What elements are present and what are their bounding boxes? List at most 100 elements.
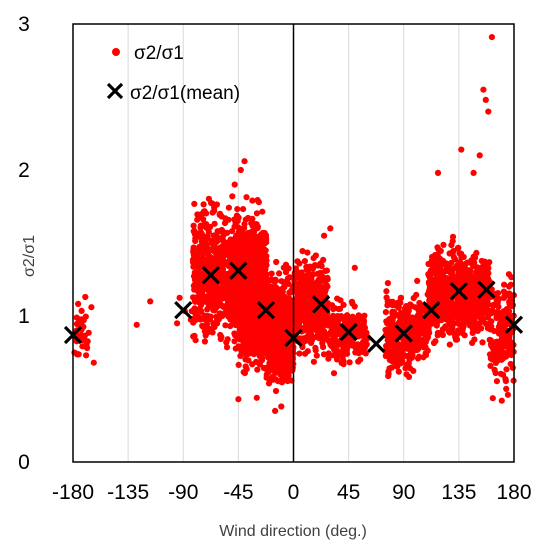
data-point <box>272 407 279 414</box>
y-axis-title: σ2/σ1 <box>21 235 38 277</box>
data-point <box>78 316 85 323</box>
data-point <box>445 328 452 335</box>
data-point <box>192 237 199 245</box>
data-point <box>326 322 333 329</box>
mean-point <box>477 280 496 299</box>
data-point <box>335 306 342 313</box>
data-point <box>214 237 221 244</box>
data-point <box>313 313 320 320</box>
data-point <box>214 228 221 235</box>
data-point <box>332 326 339 333</box>
data-point <box>310 255 317 262</box>
data-point <box>440 241 447 248</box>
data-point <box>190 244 197 251</box>
data-point <box>384 346 391 353</box>
data-point <box>428 320 435 327</box>
data-point <box>507 343 514 350</box>
data-point <box>78 307 85 314</box>
data-point <box>494 290 502 297</box>
data-point <box>322 267 329 275</box>
data-point <box>399 357 406 364</box>
data-point <box>346 359 353 366</box>
data-point <box>192 294 199 301</box>
data-point <box>216 210 224 217</box>
data-point <box>241 224 248 231</box>
data-point <box>253 210 260 217</box>
data-point <box>399 349 406 356</box>
data-point <box>474 264 481 271</box>
data-point <box>294 297 301 305</box>
data-point <box>88 304 95 311</box>
data-point <box>253 344 261 351</box>
data-point <box>338 359 345 366</box>
data-point <box>482 96 489 103</box>
data-point <box>472 254 479 261</box>
data-point <box>397 294 404 301</box>
data-point <box>83 352 90 359</box>
data-point <box>344 312 351 319</box>
data-point <box>327 225 334 232</box>
data-point <box>225 216 232 223</box>
data-point <box>351 316 358 323</box>
data-point <box>211 207 218 215</box>
data-point <box>249 197 256 204</box>
data-point <box>446 341 453 348</box>
data-point <box>455 316 462 323</box>
data-point <box>82 293 89 301</box>
data-point <box>193 273 200 280</box>
data-point <box>275 321 283 329</box>
data-point <box>431 269 438 277</box>
data-point <box>502 334 510 341</box>
data-point <box>351 264 358 271</box>
data-point <box>201 208 208 215</box>
data-point <box>246 265 253 272</box>
data-point <box>454 297 461 304</box>
data-point <box>383 318 390 325</box>
data-point <box>235 252 242 259</box>
data-point <box>235 343 242 350</box>
data-point <box>219 295 227 302</box>
data-point <box>209 329 216 336</box>
data-point <box>358 331 365 338</box>
data-point <box>321 232 328 239</box>
data-point <box>479 339 486 346</box>
data-point <box>389 317 396 324</box>
data-point <box>262 247 269 254</box>
data-point <box>216 315 223 323</box>
data-point <box>265 368 272 376</box>
data-point <box>413 316 420 323</box>
data-point <box>242 216 249 223</box>
data-point <box>501 328 508 336</box>
data-point <box>414 355 422 362</box>
data-point <box>235 361 242 368</box>
data-point <box>434 169 442 176</box>
data-point <box>219 234 226 241</box>
data-point <box>403 361 410 368</box>
data-point <box>451 320 458 327</box>
data-point <box>198 238 205 245</box>
data-point <box>333 351 340 358</box>
data-point <box>432 286 439 293</box>
data-point <box>424 347 431 354</box>
data-point <box>340 301 347 308</box>
data-point <box>389 310 396 317</box>
data-point <box>355 358 362 365</box>
data-point <box>240 369 247 376</box>
data-point <box>283 306 291 313</box>
data-point <box>241 158 248 165</box>
data-point <box>503 385 510 392</box>
data-point <box>503 366 510 373</box>
data-point <box>279 278 286 285</box>
data-point <box>303 335 310 343</box>
data-point <box>228 297 235 304</box>
data-point <box>410 327 417 334</box>
data-point <box>301 258 308 265</box>
data-point <box>236 303 243 310</box>
data-point <box>228 228 236 235</box>
data-point <box>192 250 199 257</box>
x-tick-label: 180 <box>496 481 531 504</box>
y-tick-label: 2 <box>18 159 30 182</box>
data-point <box>223 344 231 351</box>
data-point <box>204 233 211 241</box>
